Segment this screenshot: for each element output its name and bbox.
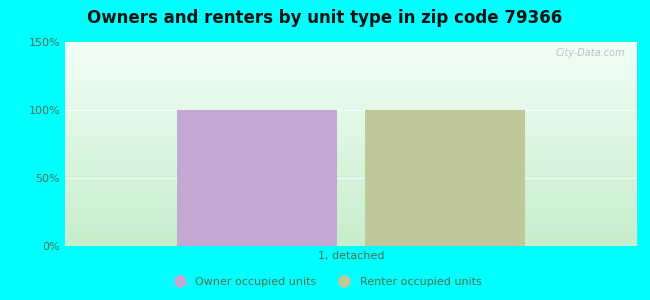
Bar <box>177 110 337 246</box>
Text: City-Data.com: City-Data.com <box>556 48 625 58</box>
Text: Owners and renters by unit type in zip code 79366: Owners and renters by unit type in zip c… <box>87 9 563 27</box>
Legend: Owner occupied units, Renter occupied units: Owner occupied units, Renter occupied un… <box>164 273 486 291</box>
Bar <box>365 110 525 246</box>
